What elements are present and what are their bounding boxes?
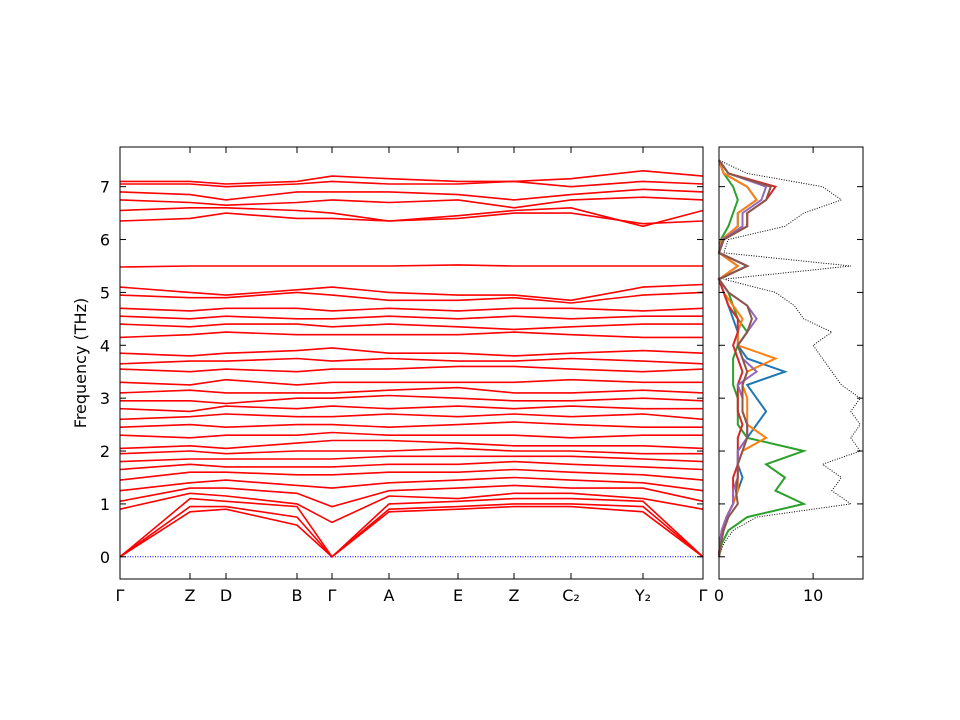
band-line	[119, 357, 704, 365]
band-line	[119, 378, 703, 386]
band-line	[119, 484, 704, 508]
band-line	[119, 323, 703, 331]
band-line	[119, 455, 704, 463]
band-line	[119, 315, 703, 320]
band-line	[119, 476, 704, 492]
y-tick-label: 7	[100, 178, 110, 197]
band-line	[120, 180, 704, 188]
x-tick-label: Γ	[116, 586, 125, 605]
dos-total	[718, 159, 861, 557]
plot-frame	[718, 146, 864, 580]
y-tick-label: 1	[100, 495, 110, 514]
band-line	[119, 413, 704, 421]
band-line	[119, 492, 704, 524]
y-axis-label: Frequency (THz)	[71, 298, 90, 428]
x-tick-label: 10	[803, 586, 823, 605]
band-line	[119, 503, 704, 558]
band-line	[119, 264, 703, 268]
band-line	[119, 188, 704, 201]
x-tick-label: D	[220, 586, 232, 605]
band-line	[119, 196, 704, 209]
y-tick-label: 5	[100, 283, 110, 302]
band-line	[119, 421, 703, 429]
y-tick-label: 2	[100, 442, 110, 461]
band-line	[120, 394, 704, 405]
band-line	[119, 497, 704, 559]
y-tick-label: 4	[100, 336, 110, 355]
band-line	[119, 291, 704, 304]
y-tick-label: 6	[100, 231, 110, 250]
x-tick-label: 0	[714, 586, 724, 605]
band-line	[119, 331, 703, 339]
x-tick-label: Γ	[328, 586, 337, 605]
plot-frame	[119, 146, 704, 580]
band-line	[119, 460, 704, 471]
band-line	[119, 386, 704, 394]
band-line	[119, 347, 704, 357]
band-line	[119, 307, 704, 312]
x-tick-label: B	[292, 586, 303, 605]
band-line	[119, 206, 704, 228]
dos-line	[717, 159, 773, 557]
band-line	[119, 365, 704, 373]
x-tick-label: Γ	[699, 586, 708, 605]
band-line	[119, 439, 704, 450]
dos-line	[717, 159, 779, 557]
x-tick-label: Z	[509, 586, 520, 605]
band-line	[119, 405, 703, 413]
band-line	[119, 505, 704, 558]
dos-line	[717, 159, 808, 558]
y-tick-label: 3	[100, 389, 110, 408]
band-line	[119, 283, 704, 302]
band-line	[119, 468, 704, 481]
x-tick-label: C₂	[562, 586, 580, 605]
band-line	[119, 447, 703, 455]
band-line	[120, 169, 704, 185]
band-line	[119, 212, 704, 225]
y-tick-label: 0	[100, 548, 110, 567]
x-tick-label: Y₂	[634, 586, 651, 605]
x-tick-label: Z	[185, 586, 196, 605]
x-tick-label: A	[384, 586, 395, 605]
x-tick-label: E	[453, 586, 463, 605]
band-line	[119, 431, 703, 439]
